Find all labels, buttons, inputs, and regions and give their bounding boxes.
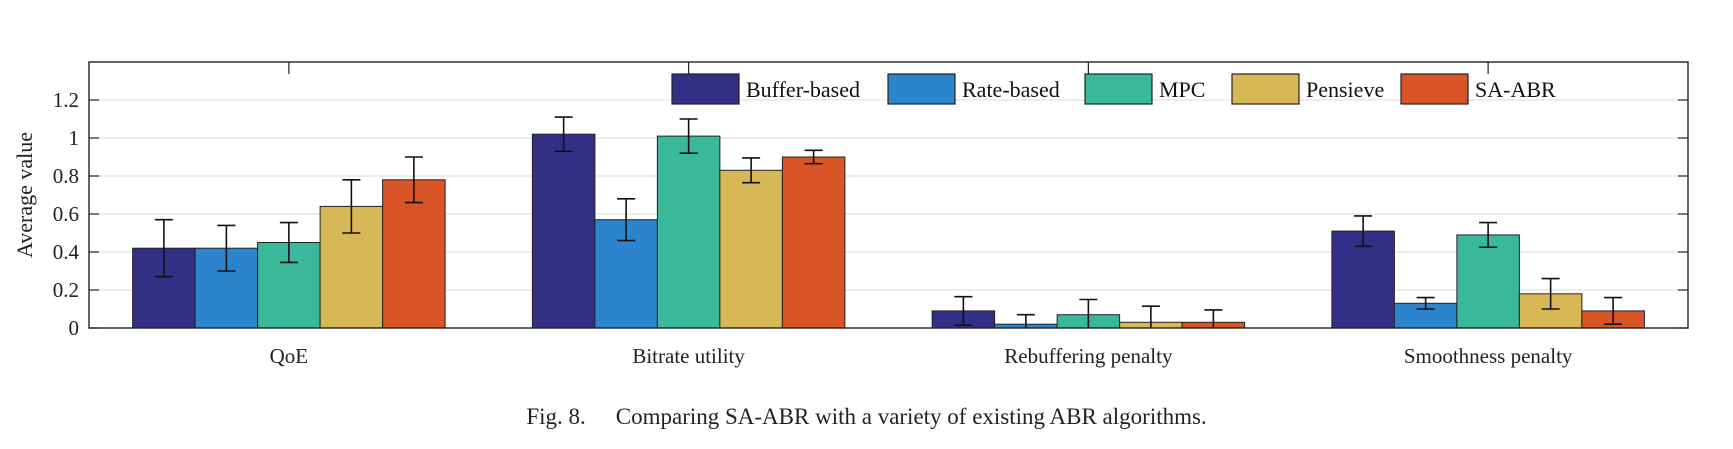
bar — [382, 179, 446, 329]
y-tick-label: 1 — [69, 126, 80, 150]
error-bar — [679, 118, 698, 154]
error-bar — [1141, 305, 1160, 328]
legend-swatch — [1400, 73, 1469, 105]
figure-number: Fig. 8. — [526, 404, 586, 429]
x-tick-label: QoE — [270, 344, 309, 368]
error-bar — [617, 198, 636, 242]
error-bar — [804, 149, 823, 165]
plot-frame — [88, 61, 1689, 329]
legend-label: Rate-based — [962, 77, 1060, 102]
y-tick-label: 0 — [69, 316, 80, 340]
bar — [781, 156, 846, 329]
bar-chart: 0 0.2 0.4 0.6 0.8 1 1.2 QoE Bitrate utility Rebu… — [12, 61, 1689, 368]
caption-text: Comparing SA-ABR with a variety of exist… — [615, 404, 1207, 429]
legend-label: Pensieve — [1306, 77, 1384, 102]
bars — [132, 133, 1645, 329]
error-bars — [154, 116, 1623, 328]
bar — [1456, 234, 1520, 329]
x-tick-label: Smoothness penalty — [1404, 344, 1573, 368]
error-bar — [1079, 298, 1098, 328]
y-tick-label: 1.2 — [53, 88, 79, 112]
y-tick-label: 0.2 — [53, 278, 79, 302]
error-bar — [154, 218, 173, 278]
error-bar — [1479, 221, 1498, 249]
legend-swatch — [671, 73, 740, 105]
error-bar — [1354, 215, 1373, 248]
error-bar — [217, 224, 236, 272]
legend-item: Pensieve — [1231, 73, 1384, 105]
x-axis-ticks: QoE Bitrate utility Rebuffering penalty Smo… — [270, 62, 1573, 368]
error-bar — [1204, 309, 1223, 328]
error-bar — [554, 116, 573, 153]
error-bar — [742, 157, 761, 184]
y-tick-label: 0.6 — [53, 202, 79, 226]
bar — [719, 169, 783, 329]
legend-item: Rate-based — [887, 73, 1060, 105]
legend-swatch — [1231, 73, 1300, 105]
legend-label: MPC — [1159, 77, 1205, 102]
error-bar — [1541, 277, 1560, 310]
error-bar — [1016, 313, 1035, 328]
legend-swatch — [1084, 73, 1153, 105]
legend: Buffer-based Rate-based MPC Pensieve SA-ABR — [671, 73, 1556, 105]
error-bar — [279, 221, 298, 264]
x-tick-label: Bitrate utility — [632, 344, 745, 368]
legend-item: Buffer-based — [671, 73, 860, 105]
y-axis-ticks: 0 0.2 0.4 0.6 0.8 1 1.2 — [53, 88, 1688, 340]
bar — [656, 135, 721, 329]
error-bar — [1416, 296, 1435, 310]
error-bar — [404, 156, 423, 204]
legend-label: Buffer-based — [746, 77, 860, 102]
error-bar — [342, 179, 361, 234]
y-tick-label: 0.8 — [53, 164, 79, 188]
legend-item: MPC — [1084, 73, 1205, 105]
bar — [531, 133, 596, 329]
error-bar — [1604, 296, 1623, 326]
y-axis-label: Average value — [12, 132, 37, 258]
legend-item: SA-ABR — [1400, 73, 1556, 105]
legend-swatch — [887, 73, 956, 105]
error-bar — [954, 295, 973, 326]
x-tick-label: Rebuffering penalty — [1004, 344, 1173, 368]
legend-label: SA-ABR — [1475, 77, 1556, 102]
y-tick-label: 0.4 — [53, 240, 80, 264]
figure-caption: Fig. 8. Comparing SA-ABR with a variety o… — [0, 404, 1733, 430]
